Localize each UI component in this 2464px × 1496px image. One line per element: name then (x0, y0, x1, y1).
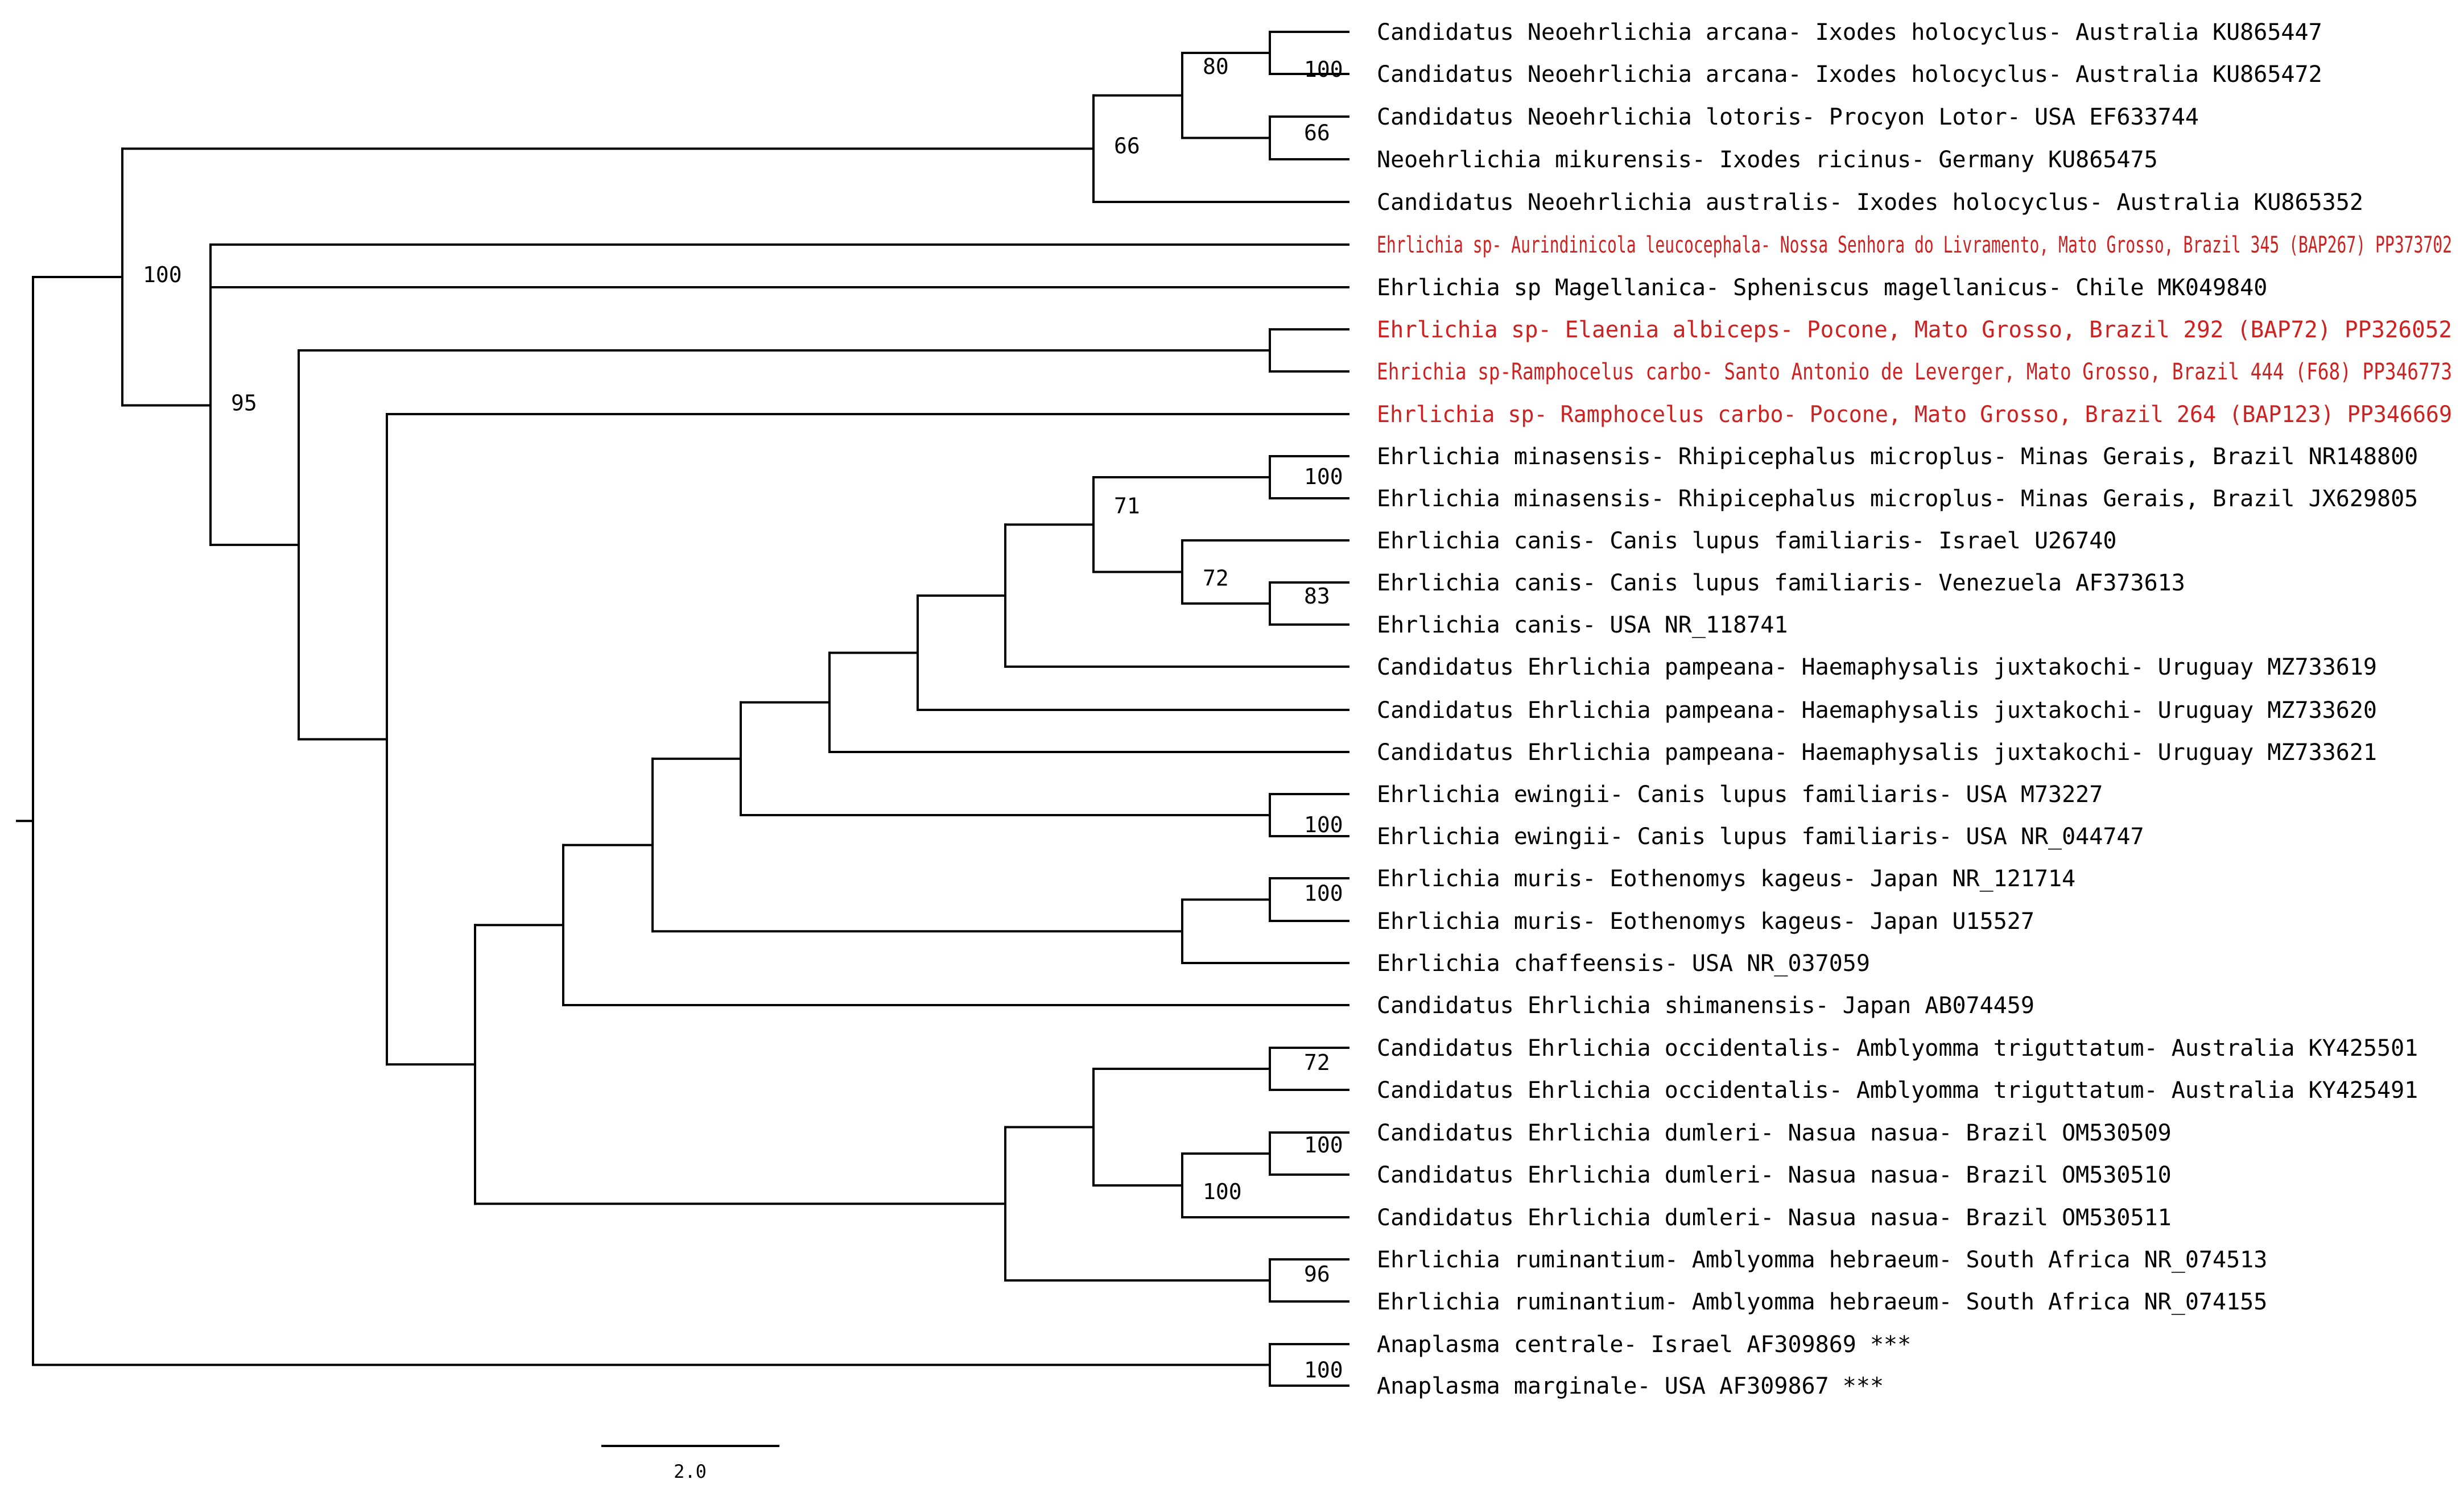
taxon-label: Ehrlichia canis- Canis lupus familiaris-… (1377, 528, 2116, 554)
taxon-label: Ehrlichia sp- Ramphocelus carbo- Pocone,… (1377, 402, 2452, 428)
support-value: 100 (1304, 1133, 1343, 1158)
taxon-label: Candidatus Ehrlichia shimanensis- Japan … (1377, 993, 2034, 1019)
support-value: 100 (1304, 464, 1343, 489)
support-value: 96 (1304, 1262, 1330, 1287)
taxon-label: Candidatus Ehrlichia pampeana- Haemaphys… (1377, 739, 2377, 766)
taxon-label: Candidatus Neoehrlichia australis- Ixode… (1377, 189, 2363, 216)
taxon-label: Candidatus Neoehrlichia arcana- Ixodes h… (1377, 19, 2322, 46)
support-value: 100 (1203, 1179, 1242, 1204)
support-value: 83 (1304, 584, 1330, 609)
support-value: 100 (1304, 57, 1343, 82)
taxon-label: Ehrlichia muris- Eothenomys kageus- Japa… (1377, 866, 2075, 892)
taxon-label: Ehrlichia muris- Eothenomys kageus- Japa… (1377, 908, 2034, 935)
support-value: 100 (1304, 1358, 1343, 1383)
taxon-label: Ehrlichia ewingii- Canis lupus familiari… (1377, 824, 2144, 850)
support-value: 100 (143, 262, 182, 287)
support-value: 66 (1304, 121, 1330, 146)
taxon-label: Ehrlichia ewingii- Canis lupus familiari… (1377, 782, 2103, 808)
taxon-label: Ehrlichia ruminantium- Amblyomma hebraeu… (1377, 1289, 2267, 1315)
taxon-label: Neoehrlichia mikurensis- Ixodes ricinus-… (1377, 147, 2158, 173)
taxon-label: Candidatus Ehrlichia occidentalis- Ambly… (1377, 1035, 2418, 1061)
support-value: 100 (1304, 881, 1343, 906)
taxon-label: Candidatus Ehrlichia dumleri- Nasua nasu… (1377, 1205, 2172, 1231)
taxon-label: Ehrlichia sp- Elaenia albiceps- Pocone, … (1377, 317, 2452, 343)
taxon-label: Ehrlichia minasensis- Rhipicephalus micr… (1377, 486, 2418, 512)
taxon-label: Ehrlichia sp Magellanica- Spheniscus mag… (1377, 275, 2267, 301)
support-value: 100 (1304, 812, 1343, 837)
taxon-label: Ehrlichia chaffeensis- USA NR_037059 (1377, 951, 1870, 977)
taxon-label: Candidatus Ehrlichia pampeana- Haemaphys… (1377, 654, 2377, 680)
support-value: 95 (231, 391, 257, 416)
taxon-labels: Candidatus Neoehrlichia arcana- Ixodes h… (1377, 19, 2452, 1399)
taxon-label: Ehrlichia sp- Aurindinicola leucocephala… (1377, 232, 2452, 258)
support-value: 66 (1114, 133, 1140, 158)
taxon-label: Anaplasma centrale- Israel AF309869 *** (1377, 1332, 1911, 1358)
support-value: 72 (1203, 566, 1229, 591)
taxon-label: Candidatus Ehrlichia dumleri- Nasua nasu… (1377, 1120, 2172, 1146)
scale-bar-label: 2.0 (674, 1461, 707, 1482)
taxon-label: Candidatus Ehrlichia pampeana- Haemaphys… (1377, 697, 2377, 724)
tree-branches (16, 31, 1349, 1387)
taxon-label: Ehrlichia canis- Canis lupus familiaris-… (1377, 570, 2185, 596)
taxon-label: Candidatus Ehrlichia dumleri- Nasua nasu… (1377, 1162, 2172, 1188)
taxon-label: Candidatus Neoehrlichia arcana- Ixodes h… (1377, 61, 2322, 88)
taxon-label: Candidatus Ehrlichia occidentalis- Ambly… (1377, 1077, 2418, 1104)
taxon-label: Ehrlichia canis- USA NR_118741 (1377, 612, 1788, 638)
taxon-label: Candidatus Neoehrlichia lotoris- Procyon… (1377, 104, 2199, 130)
scale-bar: 2.0 (601, 1445, 779, 1482)
taxon-label: Anaplasma marginale- USA AF309867 *** (1377, 1373, 1884, 1399)
taxon-label: Ehrichia sp-Ramphocelus carbo- Santo Ant… (1377, 359, 2452, 385)
support-value: 71 (1114, 493, 1140, 518)
taxon-label: Ehrlichia minasensis- Rhipicephalus micr… (1377, 444, 2418, 470)
taxon-label: Ehrlichia ruminantium- Amblyomma hebraeu… (1377, 1247, 2267, 1273)
bootstrap-support-values: 100 80 66 66 100 95 100 71 72 83 100 100 72 100 100 96 1… (143, 54, 1343, 1383)
support-value: 72 (1304, 1050, 1330, 1075)
support-value: 80 (1203, 54, 1229, 79)
